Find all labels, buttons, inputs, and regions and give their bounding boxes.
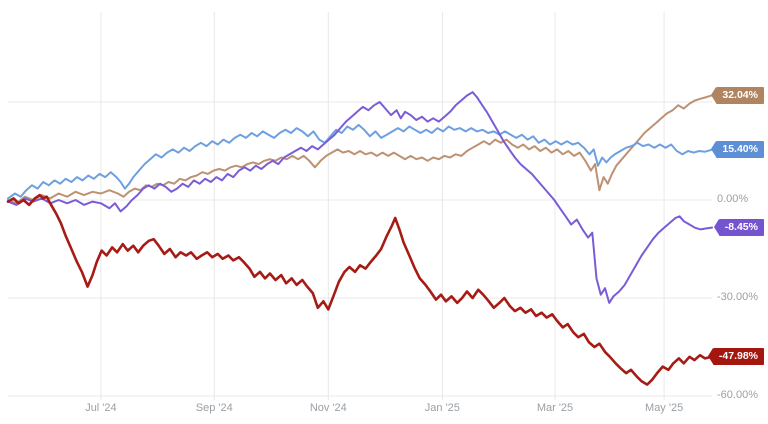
series-line-red — [6, 193, 714, 386]
series-end-badge-blue: 15.40% — [711, 141, 764, 159]
x-axis-tick-label: Nov '24 — [309, 402, 347, 414]
y-axis-tick-label: -30.00% — [717, 291, 758, 303]
series-line-purple — [7, 91, 713, 304]
series-end-badge-tan: 32.04% — [711, 86, 764, 104]
y-axis-tick-label: 0.00% — [717, 193, 749, 205]
series-line-tan — [7, 94, 713, 205]
y-axis-tick-label: -60.00% — [717, 389, 758, 401]
series-end-badge-purple: -8.45% — [713, 219, 764, 237]
x-axis-tick-label: May '25 — [645, 402, 684, 414]
x-axis-tick-label: Sep '24 — [195, 402, 233, 414]
x-axis-tick-label: Jan '25 — [424, 402, 460, 414]
x-axis-tick-label: Mar '25 — [536, 402, 574, 414]
x-axis-tick-label: Jul '24 — [85, 402, 117, 414]
series-line-blue — [7, 123, 713, 200]
series-end-badge-red: -47.98% — [707, 348, 764, 366]
